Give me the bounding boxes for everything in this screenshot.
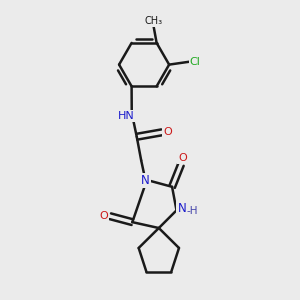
Text: O: O [99, 211, 108, 221]
Text: N: N [141, 174, 150, 188]
Text: -H: -H [187, 206, 198, 216]
Text: N: N [177, 202, 186, 215]
Text: O: O [163, 127, 172, 137]
Text: HN: HN [118, 111, 135, 121]
Text: CH₃: CH₃ [145, 16, 163, 26]
Text: Cl: Cl [190, 57, 200, 67]
Text: O: O [178, 153, 187, 163]
